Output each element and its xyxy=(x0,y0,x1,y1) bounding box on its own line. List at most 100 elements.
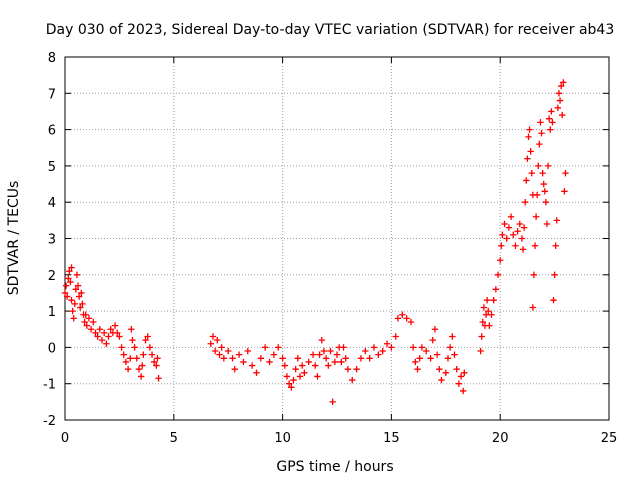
data-point xyxy=(87,326,95,333)
data-point xyxy=(144,333,151,340)
data-point xyxy=(483,297,491,304)
data-point xyxy=(240,358,247,366)
data-point xyxy=(412,358,419,366)
data-point xyxy=(333,351,341,358)
data-point xyxy=(536,140,543,148)
data-point xyxy=(309,351,317,358)
data-point xyxy=(129,336,136,344)
data-point xyxy=(81,318,88,326)
data-point xyxy=(561,188,568,195)
data-point xyxy=(146,344,154,351)
data-point xyxy=(461,369,468,377)
data-point xyxy=(394,315,402,322)
data-point xyxy=(542,199,550,206)
data-point xyxy=(548,108,555,115)
data-point xyxy=(128,326,135,333)
data-point xyxy=(399,311,406,318)
data-point xyxy=(503,235,510,242)
data-point xyxy=(135,365,143,373)
x-tick-label: 0 xyxy=(61,431,69,446)
data-point xyxy=(316,351,323,358)
data-point xyxy=(292,365,299,373)
data-point xyxy=(562,169,569,177)
grid xyxy=(65,57,609,420)
x-tick-label: 5 xyxy=(170,431,178,446)
data-point xyxy=(68,264,75,271)
data-point xyxy=(460,387,467,395)
data-point xyxy=(488,311,495,318)
data-point xyxy=(120,351,127,358)
data-point xyxy=(127,355,134,362)
data-point xyxy=(531,242,539,249)
data-point xyxy=(77,304,84,311)
data-point xyxy=(285,380,293,387)
data-point xyxy=(507,213,515,220)
data-point xyxy=(154,355,161,362)
data-point xyxy=(362,347,369,355)
data-point xyxy=(72,286,80,293)
y-tick-label: 6 xyxy=(48,124,56,139)
data-point xyxy=(451,351,458,358)
data-point xyxy=(433,351,441,358)
data-point xyxy=(510,231,517,239)
data-point xyxy=(486,322,493,329)
data-point xyxy=(98,336,106,344)
data-point xyxy=(331,358,339,366)
axis-ticks: 0 5 10 15 20 25 -2 -1 0 1 2 3 4 5 6 7 8 xyxy=(43,51,617,446)
data-point xyxy=(516,220,523,228)
data-point xyxy=(482,311,490,318)
data-point xyxy=(538,130,545,137)
data-point xyxy=(429,336,436,344)
data-point xyxy=(477,347,484,355)
data-point xyxy=(431,326,439,333)
data-point xyxy=(275,344,282,351)
y-tick-label: 1 xyxy=(48,305,56,320)
data-point xyxy=(100,329,108,337)
data-point xyxy=(111,322,119,329)
data-point xyxy=(494,271,502,278)
data-point xyxy=(235,351,243,358)
data-point xyxy=(261,344,269,351)
data-point xyxy=(298,362,306,369)
data-point xyxy=(519,246,527,253)
data-point xyxy=(320,347,328,355)
data-point xyxy=(74,282,82,289)
data-point xyxy=(543,220,551,228)
data-point xyxy=(214,336,221,344)
data-point xyxy=(79,300,86,308)
data-point xyxy=(338,358,345,366)
data-point xyxy=(279,355,286,362)
data-point xyxy=(549,119,556,126)
data-point xyxy=(551,271,558,278)
data-point xyxy=(244,347,251,355)
data-point xyxy=(266,358,273,366)
data-point xyxy=(418,344,426,351)
data-point xyxy=(535,162,542,170)
data-point xyxy=(409,344,417,351)
data-point xyxy=(541,188,549,195)
data-point xyxy=(556,97,564,104)
data-point xyxy=(480,304,488,311)
data-point xyxy=(530,271,538,278)
x-axis-label: GPS time / hours xyxy=(276,459,393,475)
y-tick-label: -2 xyxy=(43,414,56,429)
x-tick-label: 20 xyxy=(492,431,509,446)
data-point xyxy=(557,82,565,90)
data-point xyxy=(540,180,547,188)
data-point xyxy=(403,315,410,322)
data-point xyxy=(70,315,77,322)
data-point xyxy=(270,351,278,358)
data-point xyxy=(248,362,256,369)
data-point xyxy=(69,307,76,315)
data-point xyxy=(442,369,449,377)
data-point xyxy=(407,318,415,326)
data-point xyxy=(497,257,504,264)
data-point xyxy=(62,282,70,289)
data-point xyxy=(288,384,295,391)
data-point xyxy=(140,351,147,358)
data-point xyxy=(436,365,443,373)
data-point xyxy=(498,242,505,249)
data-point xyxy=(533,191,541,199)
y-tick-label: 7 xyxy=(48,87,56,102)
data-point xyxy=(457,373,465,380)
